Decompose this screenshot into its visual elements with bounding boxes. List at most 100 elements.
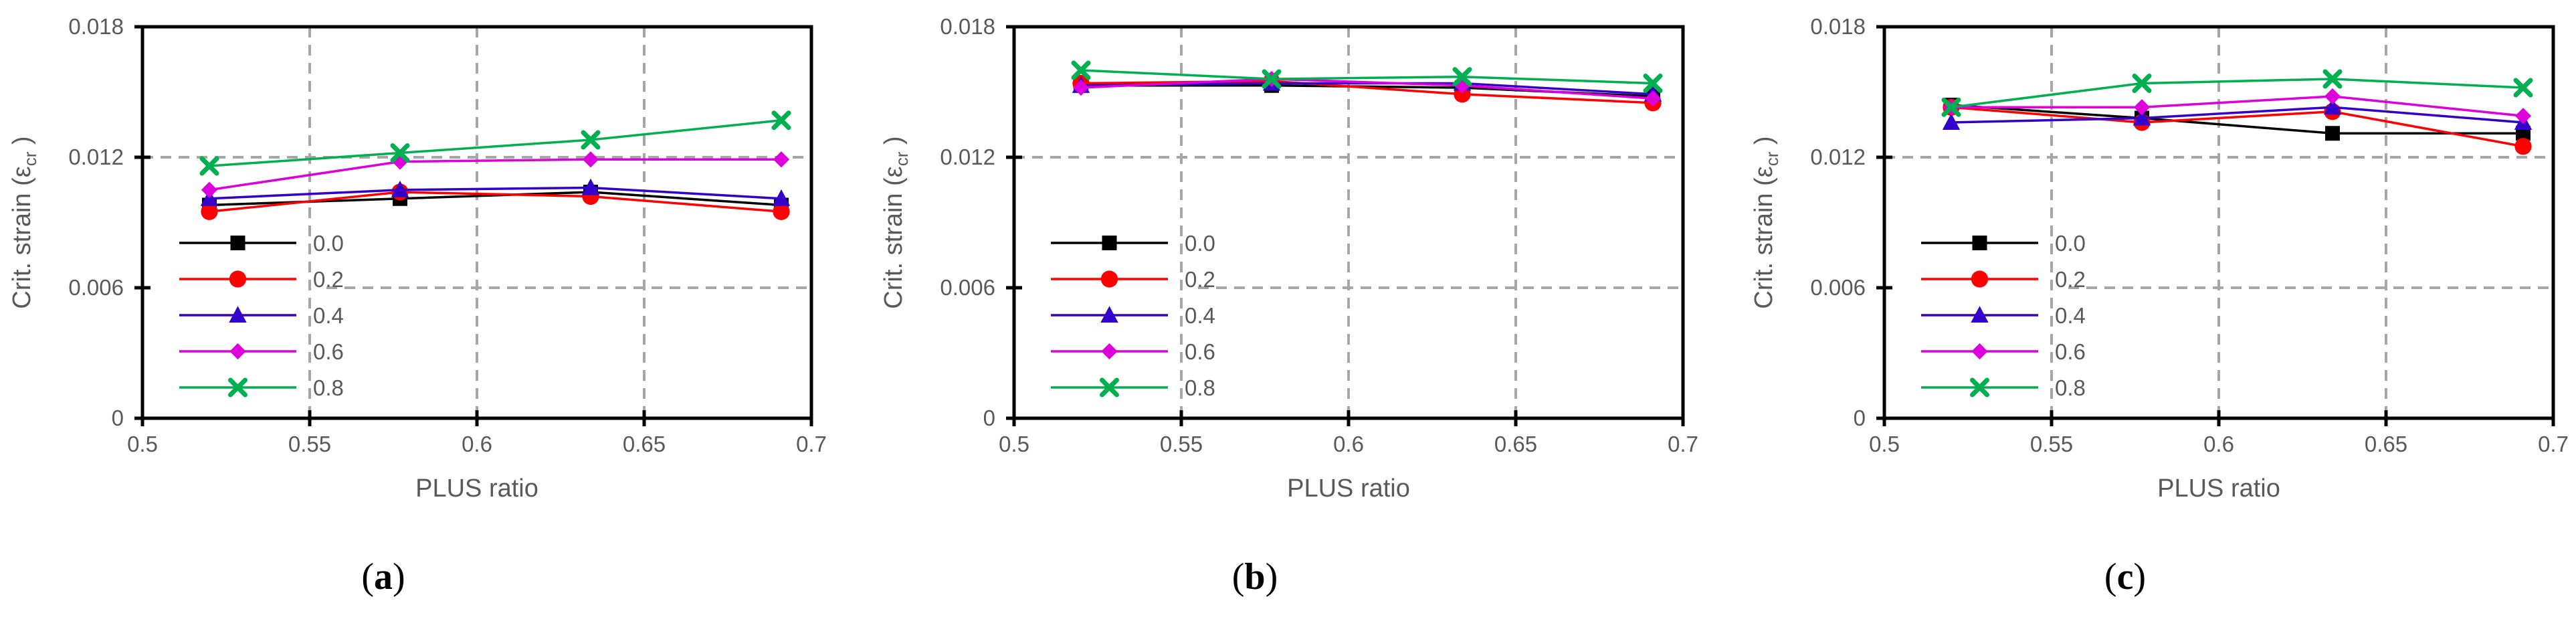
data-point-0.8-stroke-2 — [199, 156, 219, 176]
data-point-0.4 — [772, 189, 791, 206]
data-point-0.8 — [1643, 74, 1663, 93]
data-point-0.2 — [201, 203, 218, 220]
data-point-0.4 — [391, 181, 409, 197]
legend: 0.0 0.2 0.4 0.6 0.8 — [1051, 231, 1215, 400]
y-axis-label-close: ) — [8, 136, 36, 151]
x-tick-label: 0.65 — [1494, 432, 1537, 456]
data-point-0.8-stroke-2 — [1071, 60, 1091, 80]
x-tick-label: 0.5 — [127, 432, 158, 456]
y-tick-label: 0.012 — [68, 145, 124, 169]
legend-label: 0.0 — [313, 231, 344, 256]
y-axis-label-main: Crit. strain (ε — [8, 166, 36, 308]
y-axis-label: Crit. strain (εcr ) — [1750, 136, 1782, 308]
series-line-0.2 — [1951, 106, 2524, 148]
x-tick-label: 0.55 — [1160, 432, 1203, 456]
panel-label-letter: a — [374, 556, 393, 598]
legend-label: 0.6 — [313, 339, 344, 364]
data-point-0.6 — [1644, 90, 1662, 107]
x-tick-label: 0.6 — [1333, 432, 1364, 456]
series-line-0.8 — [1080, 69, 1654, 85]
legend-marker — [1100, 377, 1119, 398]
chart-panel-a: 0 0.006 0.012 0.018 0.5 0.55 0.6 0.65 0.7 PLUS ra… — [8, 14, 827, 598]
legend-label: 0.4 — [2055, 303, 2086, 328]
x-tick-label: 0.65 — [2365, 432, 2407, 456]
panel-label-open: ( — [2104, 556, 2117, 598]
panel-label-close: ) — [393, 556, 405, 598]
x-tick-label: 0.55 — [288, 432, 331, 456]
data-point-0.4 — [2133, 108, 2151, 126]
data-point-0.8-stroke-2 — [2132, 74, 2152, 93]
y-axis-label: Crit. strain (εcr ) — [8, 136, 40, 308]
series-line-0.6 — [1951, 95, 2524, 117]
legend-marker — [1971, 343, 1988, 360]
legend-label: 0.2 — [313, 267, 344, 292]
data-point-0.8 — [199, 156, 219, 176]
panel-label-open: ( — [1232, 556, 1245, 598]
data-point-0.8-stroke-2 — [2322, 69, 2343, 89]
y-axis-label-main: Crit. strain (ε — [1750, 166, 1778, 308]
data-point-0.8 — [1452, 67, 1472, 87]
chart-panel-b: 0 0.006 0.012 0.018 0.5 0.55 0.6 0.65 0.7 PLUS ra… — [880, 14, 1698, 598]
panel-label-letter: c — [2117, 556, 2134, 598]
x-tick-label: 0.6 — [2203, 432, 2234, 456]
legend-label: 0.6 — [1185, 339, 1215, 364]
legend-marker-stroke-2 — [228, 377, 247, 398]
legend-marker-stroke-2 — [1100, 377, 1119, 398]
legend-marker — [1100, 270, 1118, 288]
y-axis-label-subscript: cr — [20, 151, 40, 166]
legend-marker — [229, 270, 247, 288]
data-series-group — [1941, 69, 2533, 155]
data-point-0.2 — [2514, 138, 2532, 155]
series-line-0.4 — [1951, 106, 2524, 124]
legend-marker — [1970, 377, 1989, 398]
legend-marker — [1101, 343, 1118, 360]
legend-label: 0.8 — [313, 375, 344, 400]
chart-panel-c: 0 0.006 0.012 0.018 0.5 0.55 0.6 0.65 0.7 PLUS ra… — [1750, 14, 2569, 598]
data-point-0.8 — [771, 110, 791, 130]
y-axis-label: Crit. strain (εcr ) — [880, 136, 912, 308]
y-tick-label: 0 — [1854, 406, 1866, 430]
legend-marker-stroke-2 — [1970, 377, 1989, 398]
series-line-0.8 — [1951, 78, 2524, 108]
y-axis-label-close: ) — [880, 136, 908, 151]
y-axis-label-subscript: cr — [1762, 151, 1782, 166]
y-tick-label: 0 — [112, 406, 124, 430]
data-point-0.8-stroke-2 — [1452, 67, 1472, 87]
data-point-0.6 — [2324, 88, 2341, 105]
data-point-0.8-stroke-2 — [1643, 74, 1663, 93]
y-tick-label: 0.018 — [1810, 14, 1866, 39]
legend-marker — [1100, 306, 1118, 323]
legend-marker — [1102, 236, 1117, 250]
data-point-0.4 — [1942, 113, 1961, 130]
legend-label: 0.0 — [2055, 231, 2086, 256]
data-point-0.6 — [2133, 99, 2151, 116]
x-tick-label: 0.6 — [462, 432, 492, 456]
data-point-0.8-stroke-2 — [1941, 97, 1961, 117]
y-tick-label: 0.006 — [68, 275, 124, 300]
data-point-0.8 — [390, 143, 410, 163]
x-tick-label: 0.5 — [999, 432, 1029, 456]
legend-label: 0.6 — [2055, 339, 2086, 364]
data-point-0.8-stroke-2 — [2513, 78, 2533, 98]
series-line-0.0 — [1951, 104, 2523, 135]
data-point-0.0 — [2325, 126, 2340, 141]
x-tick-label: 0.55 — [2030, 432, 2073, 456]
data-point-0.4 — [2323, 98, 2342, 115]
data-point-0.6 — [2514, 108, 2532, 124]
legend-label: 0.8 — [1185, 375, 1215, 400]
panel-label: (a) — [361, 556, 405, 598]
legend-marker — [1971, 306, 1989, 323]
data-point-0.8-stroke-2 — [390, 143, 410, 163]
x-tick-label: 0.7 — [1668, 432, 1698, 456]
data-point-0.8 — [1071, 60, 1091, 80]
gridlines — [1014, 27, 1683, 418]
data-point-0.8 — [581, 130, 601, 150]
data-point-0.8-stroke-2 — [1262, 69, 1282, 89]
legend-label: 0.0 — [1185, 231, 1215, 256]
data-point-0.8 — [2513, 78, 2533, 98]
x-tick-label: 0.65 — [623, 432, 666, 456]
data-point-0.8 — [2132, 74, 2152, 93]
x-tick-label: 0.7 — [796, 432, 827, 456]
data-point-0.4 — [581, 178, 600, 195]
